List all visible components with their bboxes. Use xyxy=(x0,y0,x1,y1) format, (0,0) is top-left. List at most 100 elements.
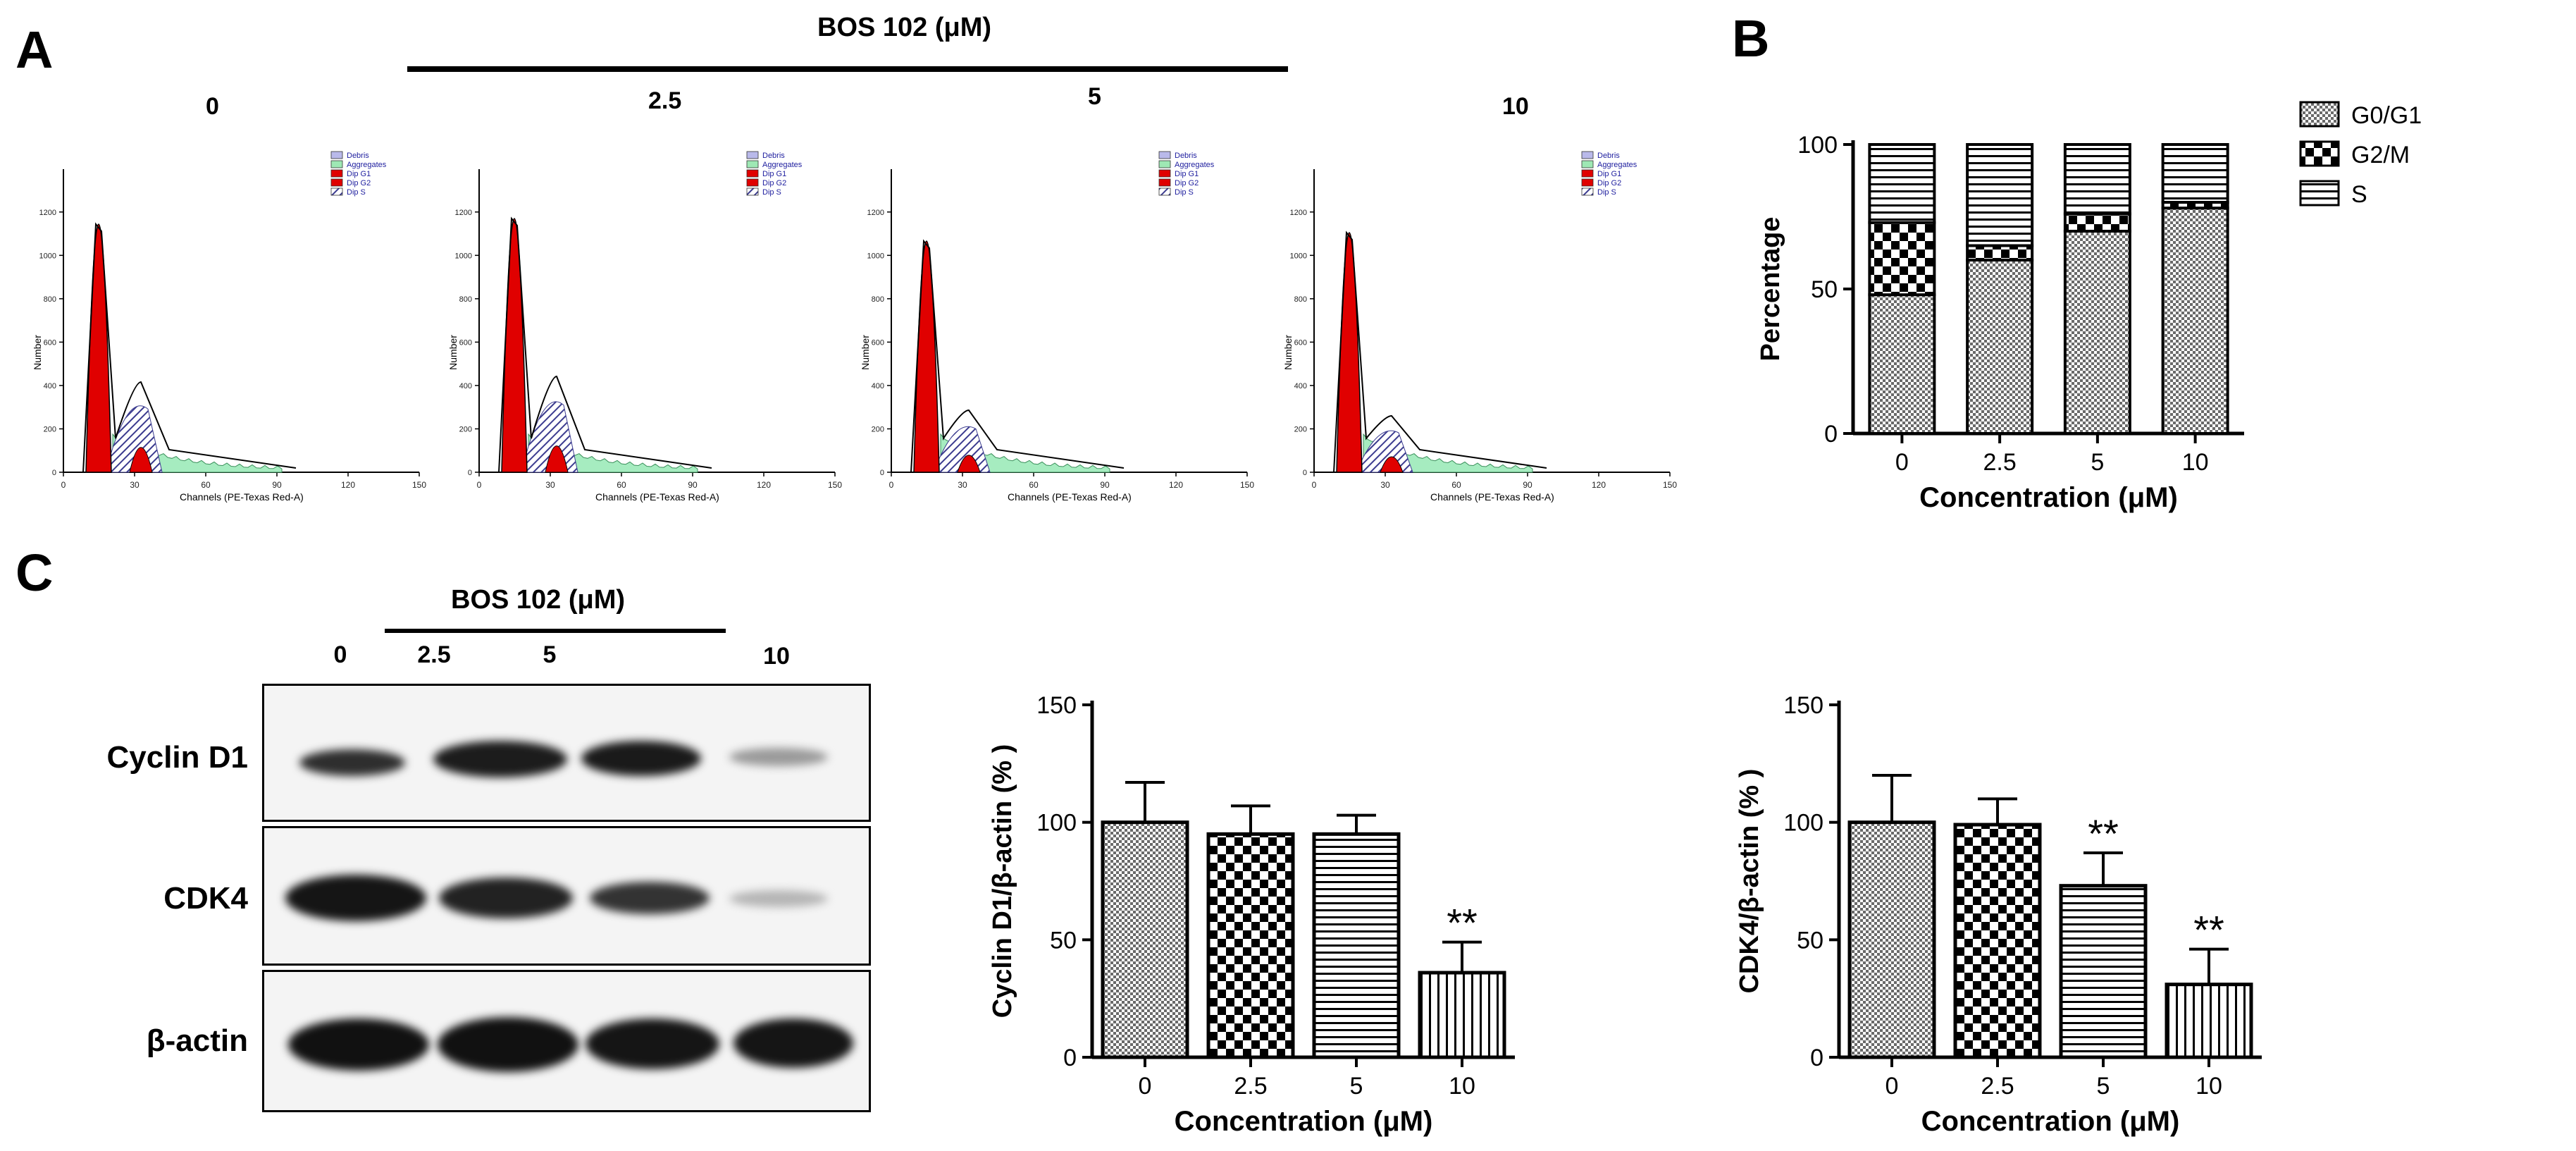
legend-swatch-2 xyxy=(2299,180,2340,207)
chart-c2-cdk4: 0 50 100 150 0 2.5 5 10 Concentration (μM) CDK4/β… xyxy=(1735,692,2262,1137)
hist-y-label: Number xyxy=(860,335,871,370)
hist-x-tick-label: 60 xyxy=(1451,480,1461,490)
hist-y-tick-label: 400 xyxy=(44,382,56,390)
hist-g2-peak xyxy=(545,445,569,473)
hist-legend-swatch xyxy=(746,187,759,196)
hist-legend-label: Aggregates xyxy=(762,161,803,169)
hist-x-tick-label: 150 xyxy=(1240,480,1254,490)
x-tick-label: 10 xyxy=(2182,449,2209,476)
band-cdk4-lane-10 xyxy=(729,890,828,907)
panel-c-treatment-label: BOS 102 (μM) xyxy=(451,585,626,615)
chart-c1-cyclin-d1: 0 50 100 150 0 2.5 5 10 Concentration (μM) Cyclin… xyxy=(988,692,1515,1137)
hist-x-tick-label: 60 xyxy=(617,480,626,490)
blot-cdk4 xyxy=(262,826,871,966)
hist-legend-swatch xyxy=(746,178,759,187)
bar-s-0 xyxy=(1868,143,1936,224)
y-tick-label: 100 xyxy=(1783,810,1823,837)
x-tick-label: 10 xyxy=(1449,1073,1475,1100)
hist-x-tick-label: 90 xyxy=(688,480,698,490)
hist-x-tick-label: 0 xyxy=(477,480,482,490)
hist-g2-peak xyxy=(1380,456,1404,473)
hist-g2-peak xyxy=(129,447,153,473)
hist-y-tick-label: 1200 xyxy=(455,209,472,217)
protein-label-cyclin-d1: Cyclin D1 xyxy=(106,740,248,775)
hist-x-tick-label: 0 xyxy=(61,480,66,490)
hist-y-tick-label: 800 xyxy=(1294,295,1307,304)
hist-y-tick-label: 1200 xyxy=(1290,209,1307,217)
hist-legend-label: Dip G1 xyxy=(347,170,371,178)
hist-legend-swatch xyxy=(1581,160,1594,168)
hist-x-tick-label: 60 xyxy=(1029,480,1039,490)
x-tick-label: 2.5 xyxy=(1234,1073,1267,1100)
hist-y-tick-label: 400 xyxy=(459,382,472,390)
band-cyclin-d1-lane-2-5 xyxy=(433,741,567,777)
hist-y-label: Number xyxy=(32,335,43,370)
hist-legend-swatch xyxy=(1581,169,1594,178)
hist-s-phase-area xyxy=(521,401,578,473)
band-cyclin-d1-lane-10 xyxy=(729,748,828,766)
hist-y-tick-label: 1000 xyxy=(867,252,884,260)
hist-legend-swatch xyxy=(746,151,759,159)
y-axis-label: Cyclin D1/β-actin (% ) xyxy=(988,744,1017,1018)
hist-y-label: Number xyxy=(447,335,459,370)
blot-cyclin-d1 xyxy=(262,684,871,822)
bar-g2-m-5 xyxy=(2063,212,2131,233)
bar-5 xyxy=(2059,884,2148,1059)
bar-g2-m-0 xyxy=(1868,221,1936,297)
hist-legend-label: Debris xyxy=(1597,152,1620,160)
hist-x-tick-label: 30 xyxy=(958,480,967,490)
hist-legend-swatch xyxy=(330,151,343,159)
hist-legend-label: Dip G1 xyxy=(1175,170,1199,178)
x-tick-label: 5 xyxy=(2097,1073,2110,1100)
hist-y-tick-label: 600 xyxy=(872,338,884,347)
band-cyclin-d1-lane-5 xyxy=(581,741,701,776)
hist-legend-swatch xyxy=(1581,178,1594,187)
hist-legend-swatch xyxy=(1158,187,1171,196)
x-axis-label: Concentration (μM) xyxy=(1921,1106,2180,1137)
significance-marker-10: ** xyxy=(2193,908,2224,952)
panel-a-conc-5: 5 xyxy=(1088,83,1101,110)
hist-legend-swatch xyxy=(1581,187,1594,196)
panel-a-treatment-bar xyxy=(407,66,1288,72)
hist-y-tick-label: 1000 xyxy=(39,252,56,260)
y-tick-label: 100 xyxy=(1036,810,1077,837)
x-tick-label: 0 xyxy=(1139,1073,1152,1100)
hist-legend-swatch xyxy=(1158,151,1171,159)
x-tick-label: 0 xyxy=(1885,1073,1899,1100)
blot-beta-actin xyxy=(262,970,871,1112)
hist-outline xyxy=(498,216,712,473)
hist-x-tick-label: 120 xyxy=(341,480,355,490)
blot-lane-10: 10 xyxy=(763,643,790,670)
y-tick-label: 0 xyxy=(1824,421,1838,448)
hist-legend-label: Aggregates xyxy=(347,161,387,169)
band-actin-lane-0 xyxy=(288,1018,429,1071)
bar-s-2.5 xyxy=(1966,143,2034,247)
x-tick-label: 2.5 xyxy=(1983,449,2016,476)
x-tick-label: 0 xyxy=(1895,449,1909,476)
y-tick-label: 50 xyxy=(1050,927,1077,954)
hist-x-tick-label: 60 xyxy=(201,480,211,490)
hist-x-tick-label: 30 xyxy=(1380,480,1390,490)
panel-a-conc-0: 0 xyxy=(206,93,219,120)
significance-marker-5: ** xyxy=(2088,811,2119,856)
protein-label-cdk4: CDK4 xyxy=(163,881,248,916)
hist-y-tick-label: 0 xyxy=(468,469,472,477)
panel-c-letter: C xyxy=(16,543,54,602)
hist-x-tick-label: 150 xyxy=(1663,480,1677,490)
y-tick-label: 150 xyxy=(1783,692,1823,719)
bar-s-5 xyxy=(2063,143,2131,216)
panel-a-conc-10: 10 xyxy=(1502,93,1529,120)
blot-lane-2-5: 2.5 xyxy=(417,641,451,668)
hist-y-tick-label: 1000 xyxy=(455,252,472,260)
hist-legend-label: Dip S xyxy=(1175,188,1194,197)
band-actin-lane-2-5 xyxy=(438,1017,578,1072)
hist-legend-swatch xyxy=(1158,169,1171,178)
bar-g0-g1-10 xyxy=(2161,207,2229,435)
band-cyclin-d1-lane-0 xyxy=(299,749,405,776)
y-tick-label: 100 xyxy=(1797,132,1838,159)
bar-s-10 xyxy=(2161,143,2229,204)
hist-legend-label: Dip G2 xyxy=(347,179,371,187)
panel-a-letter: A xyxy=(16,20,54,79)
hist-legend-label: Debris xyxy=(762,152,785,160)
blot-lane-0: 0 xyxy=(333,641,347,668)
